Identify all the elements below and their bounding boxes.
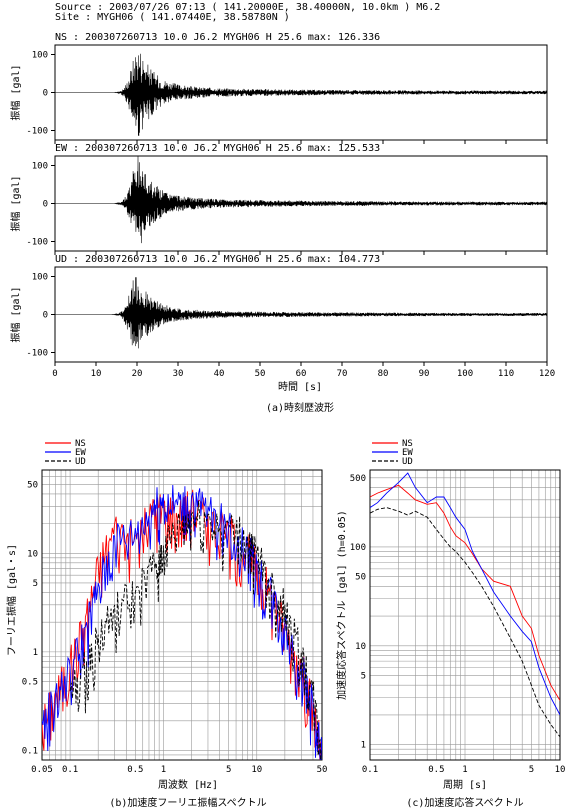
time-x-tick-label: 50 bbox=[255, 369, 266, 379]
y-tick-label: 1 bbox=[33, 648, 38, 658]
x-tick-label: 0.05 bbox=[31, 765, 53, 775]
series-line-ew bbox=[42, 484, 322, 760]
time-history-y-axis-label: 振幅 [gal] bbox=[9, 286, 22, 342]
legend-label-ns: NS bbox=[75, 439, 86, 449]
y-tick-label: 50 bbox=[27, 480, 38, 490]
legend-label-ew: EW bbox=[402, 448, 413, 458]
x-tick-label: 50 bbox=[317, 765, 328, 775]
time-history-y-axis-label: 振幅 [gal] bbox=[9, 64, 22, 120]
x-tick-label: 0.1 bbox=[62, 765, 78, 775]
fourier-x-axis-label: 周波数 [Hz] bbox=[158, 778, 218, 791]
x-tick-label: 5 bbox=[529, 765, 534, 775]
legend-label-ud: UD bbox=[75, 457, 86, 467]
response-caption: (c)加速度応答スペクトル bbox=[406, 796, 523, 809]
plot-frame bbox=[41, 469, 323, 761]
waveform-ud bbox=[55, 277, 548, 349]
x-tick-label: 1 bbox=[462, 765, 467, 775]
y-tick-label: -100 bbox=[26, 127, 48, 137]
time-x-tick-label: 80 bbox=[378, 369, 389, 379]
response-y-axis-label: 加速度応答スペクトル [gal] (h=0.05) bbox=[335, 510, 348, 700]
y-tick-label: 5 bbox=[33, 579, 38, 589]
time-x-tick-label: 0 bbox=[52, 369, 57, 379]
time-axis-label: 時間 [s] bbox=[278, 381, 322, 393]
time-x-tick-label: 110 bbox=[498, 369, 514, 379]
series-line-ns bbox=[370, 484, 560, 701]
y-tick-label: 500 bbox=[350, 474, 366, 484]
time-x-tick-label: 20 bbox=[132, 369, 143, 379]
y-tick-label: 0.1 bbox=[22, 746, 38, 756]
y-tick-label: 100 bbox=[350, 543, 366, 553]
time-x-tick-label: 60 bbox=[296, 369, 307, 379]
time-x-tick-label: 10 bbox=[91, 369, 102, 379]
y-tick-label: 50 bbox=[355, 573, 366, 583]
fourier-y-axis-label: フーリエ振幅 [gal・s] bbox=[5, 544, 18, 656]
y-tick-label: 100 bbox=[32, 51, 48, 61]
ns-trace-label: NS : 200307260713 10.0 J6.2 MYGH06 H 25.… bbox=[55, 32, 380, 43]
time-history-caption: (a)時刻歴波形 bbox=[266, 401, 334, 414]
time-x-tick-label: 90 bbox=[419, 369, 430, 379]
x-tick-label: 1 bbox=[161, 765, 166, 775]
y-tick-label: 100 bbox=[32, 273, 48, 283]
source-line: Source : 2003/07/26 07:13 ( 141.20000E, … bbox=[55, 2, 440, 13]
x-tick-label: 0.1 bbox=[362, 765, 378, 775]
fourier-caption: (b)加速度フーリエ振幅スペクトル bbox=[109, 796, 266, 809]
ew-trace-label: EW : 200307260713 10.0 J6.2 MYGH06 H 25.… bbox=[55, 143, 380, 154]
time-x-tick-label: 100 bbox=[457, 369, 473, 379]
time-history-plot-ud: 100 0 -100 振幅 [gal] bbox=[9, 266, 548, 366]
y-tick-label: 5 bbox=[361, 672, 366, 682]
time-x-tick-label: 70 bbox=[337, 369, 348, 379]
y-tick-label: 0.5 bbox=[22, 678, 38, 688]
series-line-ew bbox=[370, 472, 560, 716]
grid bbox=[369, 469, 561, 761]
legend-label-ud: UD bbox=[402, 457, 413, 467]
series-line-ud bbox=[370, 507, 560, 738]
time-history-plot-ns: 100 0 -100 振幅 [gal] bbox=[9, 44, 548, 144]
y-tick-label: -100 bbox=[26, 349, 48, 359]
response-x-axis-label: 周期 [s] bbox=[443, 779, 487, 791]
y-tick-label: 10 bbox=[355, 642, 366, 652]
time-history-y-axis-label: 振幅 [gal] bbox=[9, 175, 22, 231]
x-tick-label: 0.5 bbox=[127, 765, 143, 775]
time-x-tick-label: 120 bbox=[539, 369, 555, 379]
time-history-plot-ew: 100 0 -100 振幅 [gal] bbox=[9, 155, 548, 255]
waveform-ns bbox=[55, 53, 548, 136]
plot-frame bbox=[369, 469, 561, 761]
x-tick-label: 5 bbox=[226, 765, 231, 775]
time-history-panel: NS : 200307260713 10.0 J6.2 MYGH06 H 25.… bbox=[9, 32, 555, 414]
time-x-tick-label: 40 bbox=[214, 369, 225, 379]
y-tick-label: 0 bbox=[43, 311, 48, 321]
legend-label-ns: NS bbox=[402, 439, 413, 449]
time-x-tick-label: 30 bbox=[173, 369, 184, 379]
x-tick-label: 10 bbox=[555, 765, 566, 775]
y-tick-label: -100 bbox=[26, 238, 48, 248]
ud-trace-label: UD : 200307260713 10.0 J6.2 MYGH06 H 25.… bbox=[55, 254, 380, 265]
x-tick-label: 0.5 bbox=[428, 765, 444, 775]
series-group bbox=[370, 472, 560, 738]
y-tick-label: 1 bbox=[361, 741, 366, 751]
y-tick-label: 0 bbox=[43, 89, 48, 99]
y-tick-label: 100 bbox=[32, 162, 48, 172]
y-tick-label: 10 bbox=[27, 549, 38, 559]
legend-label-ew: EW bbox=[75, 448, 86, 458]
series-line-ud bbox=[69, 500, 322, 760]
x-tick-label: 10 bbox=[251, 765, 262, 775]
y-tick-label: 0 bbox=[43, 200, 48, 210]
site-line: Site : MYGH06 ( 141.07440E, 38.58780N ) bbox=[55, 12, 290, 23]
waveform-ew bbox=[55, 156, 548, 244]
series-group bbox=[42, 484, 322, 760]
